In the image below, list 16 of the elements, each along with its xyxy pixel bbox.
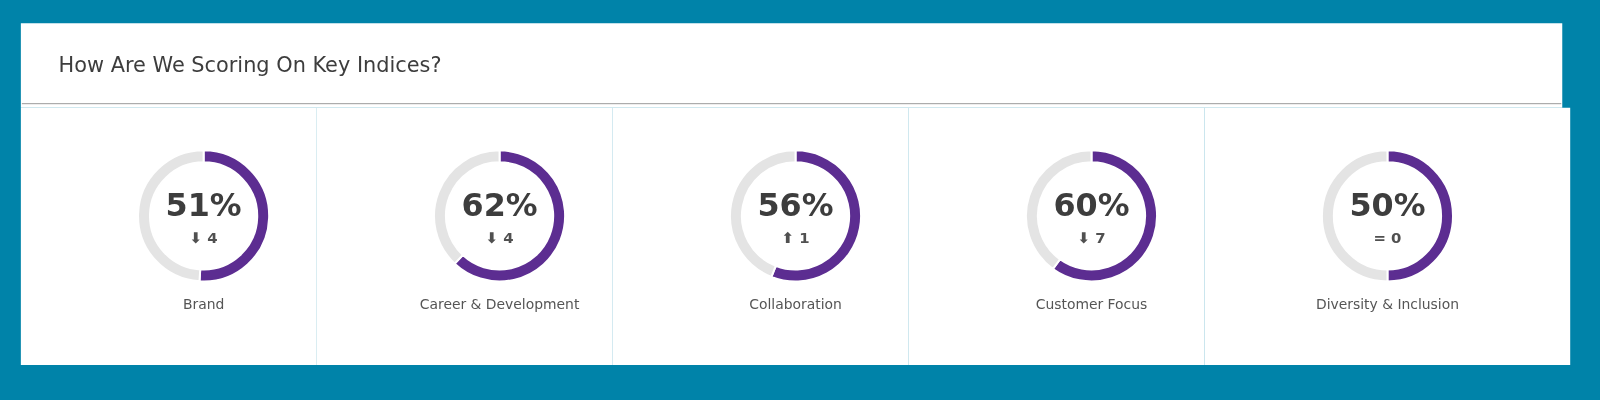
data-label: 51% <box>165 186 242 223</box>
data-label: 50% <box>1349 186 1426 223</box>
slice-label: Customer Focus <box>1035 296 1148 313</box>
text: ⬇ 4 <box>485 228 514 247</box>
data-label: 62% <box>461 186 538 223</box>
data-label: 56% <box>757 186 834 223</box>
slice-label: Career & Development <box>419 296 580 313</box>
slice-label: Diversity & Inclusion <box>1315 296 1459 313</box>
text: ⬇ 7 <box>1077 228 1106 247</box>
data-label: 60% <box>1053 186 1130 223</box>
chart-title: How Are We Scoring On Key Indices? <box>58 52 442 77</box>
text: ⬇ 4 <box>189 228 218 247</box>
text: ⬆ 1 <box>781 228 810 247</box>
slice-label: Brand <box>182 296 225 313</box>
text: = 0 <box>1373 228 1402 247</box>
slice-label: Collaboration <box>749 296 842 313</box>
